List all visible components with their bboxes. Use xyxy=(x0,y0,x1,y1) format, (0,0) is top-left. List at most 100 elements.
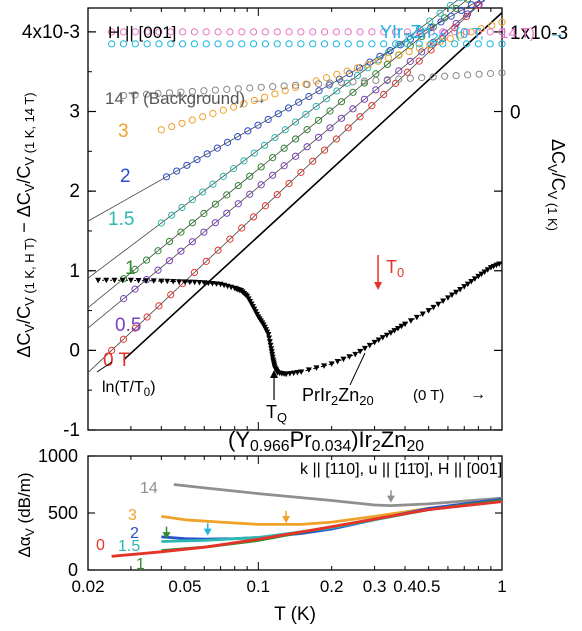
pr-marker xyxy=(321,363,328,369)
tq-label: TQ xyxy=(266,402,287,425)
data-point xyxy=(374,57,382,65)
data-point xyxy=(108,40,116,48)
data-point xyxy=(349,105,357,113)
data-point xyxy=(439,40,447,48)
pr-marker xyxy=(268,349,275,355)
data-point xyxy=(200,209,208,218)
pr-marker xyxy=(135,278,142,284)
data-point xyxy=(246,172,254,180)
data-point xyxy=(249,213,258,221)
pr-marker xyxy=(471,276,478,282)
y-tick-label: 4x10-3 xyxy=(22,22,80,43)
pr-marker xyxy=(266,339,273,345)
data-point xyxy=(200,228,208,236)
data-point xyxy=(250,149,258,157)
data-point xyxy=(261,28,270,36)
data-point xyxy=(395,67,403,75)
data-point xyxy=(119,40,128,48)
data-point xyxy=(332,40,340,48)
data-point xyxy=(478,0,486,3)
data-point xyxy=(202,40,210,48)
pr-marker xyxy=(286,371,293,377)
data-point xyxy=(219,106,227,114)
pr-marker xyxy=(496,261,503,267)
data-point xyxy=(457,31,465,39)
data-point xyxy=(376,52,384,60)
data-point xyxy=(257,83,265,91)
pr-marker xyxy=(186,279,193,286)
data-point xyxy=(178,28,187,36)
data-point xyxy=(418,74,426,82)
pr-marker xyxy=(191,279,198,286)
data-point xyxy=(297,40,305,48)
data-point xyxy=(273,40,281,48)
data-point xyxy=(281,126,289,134)
y-tick-label: 1 xyxy=(69,261,80,282)
data-point xyxy=(269,171,277,179)
data-point xyxy=(273,191,281,199)
data-point xyxy=(439,28,447,36)
pr-marker xyxy=(111,277,118,284)
data-point xyxy=(234,181,242,190)
feature-arrow-head xyxy=(162,532,171,540)
data-point xyxy=(314,133,323,141)
data-point xyxy=(320,146,329,154)
bottom-y-label-group: ΔαV (dB/m) xyxy=(15,472,37,557)
pr-marker xyxy=(268,346,275,352)
x-tick-label: 0.2 xyxy=(320,577,344,596)
data-point xyxy=(337,98,346,106)
data-point xyxy=(333,87,341,95)
pr-marker xyxy=(313,365,320,371)
data-point xyxy=(257,163,265,171)
data-point xyxy=(498,28,506,36)
data-point xyxy=(261,40,270,48)
pr-marker xyxy=(340,356,347,363)
data-point xyxy=(368,40,376,48)
series-label: 1.5 xyxy=(118,538,140,555)
pr-marker xyxy=(402,321,409,328)
data-point xyxy=(474,28,482,36)
data-point xyxy=(415,25,424,33)
data-point xyxy=(178,40,187,48)
data-point xyxy=(429,73,437,81)
data-point xyxy=(154,266,162,274)
series-label: 3 xyxy=(128,507,137,524)
data-point xyxy=(437,18,445,26)
data-point xyxy=(234,85,242,93)
data-point xyxy=(356,64,364,72)
y-tick-label: 0 xyxy=(69,340,80,361)
ref-field-0t: (0 T, xyxy=(455,25,484,42)
data-point xyxy=(200,87,208,95)
data-point xyxy=(303,143,311,151)
data-point xyxy=(498,18,506,26)
data-point xyxy=(285,28,293,36)
data-point xyxy=(309,40,317,48)
data-point xyxy=(167,40,175,48)
pr-marker xyxy=(269,354,276,361)
pr-marker xyxy=(357,348,364,355)
data-point xyxy=(344,124,352,132)
data-point xyxy=(155,40,163,48)
pr-marker xyxy=(283,371,290,378)
data-point xyxy=(353,71,362,80)
data-point xyxy=(291,83,300,92)
data-point xyxy=(326,124,334,132)
series-label: 3 xyxy=(118,121,129,142)
data-point xyxy=(188,238,197,246)
data-point xyxy=(426,17,434,25)
data-point xyxy=(372,86,380,94)
data-point xyxy=(498,40,506,48)
data-point xyxy=(452,71,460,80)
feature-arrow-head xyxy=(203,528,212,536)
data-point xyxy=(403,68,411,76)
pr-marker xyxy=(444,295,451,301)
data-point xyxy=(249,40,258,48)
data-point xyxy=(271,90,279,98)
data-point xyxy=(427,24,435,32)
data-point xyxy=(447,12,455,20)
bottom-panel: (Y0.966Pr0.034)Ir2Zn20 k || [110], u || [… xyxy=(15,427,507,625)
data-point xyxy=(305,92,313,101)
data-point xyxy=(219,172,227,180)
data-point xyxy=(226,28,234,36)
data-point xyxy=(238,224,246,232)
